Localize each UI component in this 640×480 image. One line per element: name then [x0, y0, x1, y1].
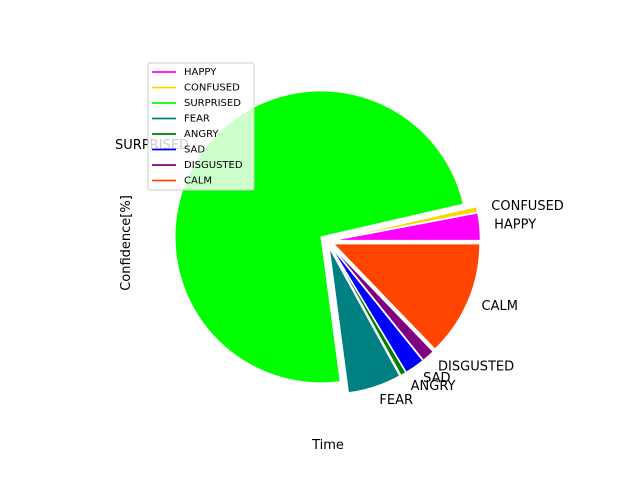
- legend-label-fear: FEAR: [184, 114, 210, 125]
- legend-label-confused: CONFUSED: [184, 83, 240, 94]
- x-axis-label: Time: [311, 438, 344, 453]
- pie-slice-disgusted: [331, 246, 434, 361]
- slice-label-disgusted: DISGUSTED: [438, 359, 514, 374]
- slice-label-angry: ANGRY: [411, 379, 456, 394]
- pie-slice-sad: [330, 246, 424, 373]
- legend-label-sad: SAD: [184, 145, 205, 156]
- slice-label-happy: HAPPY: [494, 218, 536, 233]
- legend-label-surprised: SURPRISED: [184, 98, 241, 109]
- pie-slice-fear: [328, 247, 401, 394]
- legend: HAPPY CONFUSED SURPRISED FEAR ANGRY SAD DISGUS…: [147, 62, 255, 191]
- legend-box: [147, 62, 255, 191]
- y-axis-label: Confidence[%]: [119, 195, 134, 291]
- pie-slice-happy: [334, 212, 481, 241]
- slice-label-fear: FEAR: [379, 393, 413, 408]
- slice-label-sad: SAD: [423, 371, 450, 386]
- legend-label-angry: ANGRY: [184, 129, 219, 140]
- pie-slice-confused: [334, 206, 479, 240]
- pie-slice-calm: [332, 243, 481, 350]
- legend-label-happy: HAPPY: [184, 67, 217, 78]
- slice-label-confused: CONFUSED: [491, 199, 564, 214]
- slice-label-calm: CALM: [482, 299, 518, 314]
- legend-label-calm: CALM: [184, 176, 212, 187]
- legend-label-disgusted: DISGUSTED: [184, 160, 243, 171]
- pie-slice-angry: [330, 247, 407, 376]
